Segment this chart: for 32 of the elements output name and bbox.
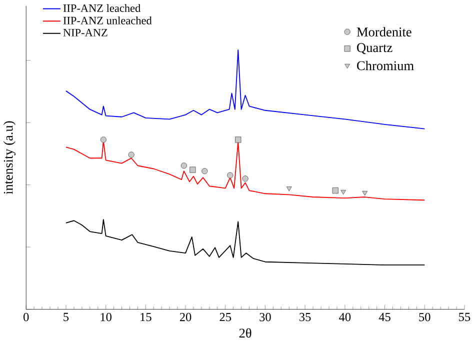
- point: [128, 152, 134, 158]
- point: [340, 190, 346, 195]
- x-tick-label: 10: [100, 312, 112, 322]
- legend-label: IIP-ANZ leached: [63, 4, 141, 12]
- x-tick-label: 5: [64, 312, 69, 322]
- x-tick-label: 30: [260, 312, 271, 322]
- x-tick-label: 35: [300, 312, 311, 322]
- point: [202, 168, 208, 174]
- x-tick-label: 40: [339, 312, 351, 322]
- legend-label: Mordenite: [356, 27, 412, 36]
- point: [286, 186, 292, 192]
- x-tick-label: 55: [459, 312, 470, 322]
- legend-label: Chromium: [357, 60, 414, 70]
- point: [362, 190, 368, 196]
- point: [190, 166, 196, 173]
- y-axis-title: intensity (a.u): [3, 121, 16, 194]
- point: [100, 136, 106, 143]
- legend-label: Quartz: [357, 43, 392, 54]
- legend-label: IIP-ANZ unleached: [63, 16, 152, 24]
- point: [242, 176, 248, 182]
- x-axis-title: 2θ: [239, 328, 252, 338]
- point: [332, 187, 338, 194]
- x-tick-label: 45: [378, 312, 390, 322]
- x-tick-label: 20: [180, 312, 192, 322]
- x-tick-label: 0: [24, 312, 29, 322]
- point: [235, 136, 242, 143]
- point: [180, 162, 187, 169]
- point: [227, 172, 234, 178]
- x-tick-label: 50: [419, 312, 430, 322]
- x-tick-label: 15: [140, 312, 152, 322]
- x-tick-label: 25: [220, 312, 232, 322]
- legend-label: NIP-ANZ: [63, 28, 108, 36]
